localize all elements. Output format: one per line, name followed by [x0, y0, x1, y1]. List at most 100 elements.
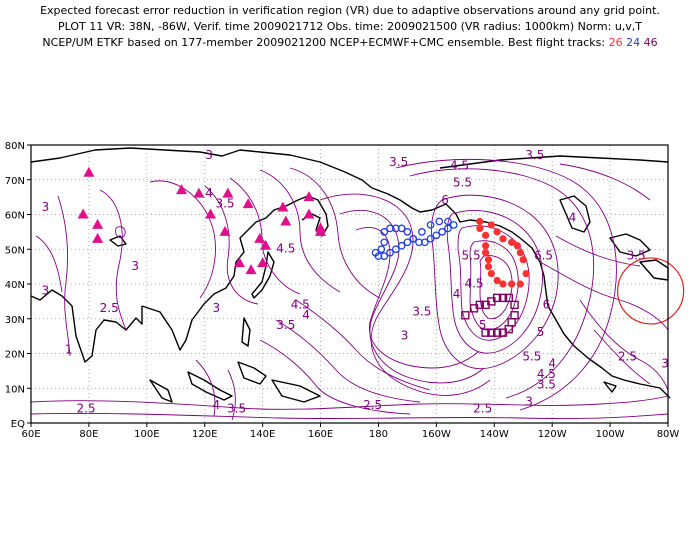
track-point-blue: [380, 238, 389, 247]
contour-label: 4: [453, 287, 461, 301]
contour-label: 3: [42, 283, 50, 297]
contour-label: 3: [661, 356, 669, 370]
contour-label: 2.5: [76, 402, 95, 416]
observation-triangle: [242, 198, 254, 209]
track-point-blue: [391, 245, 400, 254]
contour-label: 4: [302, 308, 310, 322]
contour-label: 4.5: [537, 367, 556, 381]
track-point-red: [476, 217, 484, 226]
track-point-blue: [371, 248, 380, 257]
track-point-purple: [498, 293, 508, 303]
contour-label: 6.5: [534, 249, 553, 263]
track-point-red: [487, 269, 495, 278]
contour-label: 4.5: [276, 242, 295, 256]
track-point-purple: [492, 293, 502, 303]
track-point-blue: [432, 231, 441, 240]
title-line-1: Expected forecast error reduction in ver…: [40, 4, 660, 17]
contour-label: 2.5: [473, 402, 492, 416]
x-tick-label: 60E: [21, 429, 40, 440]
title-line-3: NCEP/UM ETKF based on 177-member 2009021…: [0, 36, 700, 49]
x-axis-ticks: 60E 80E 100E 120E 140E 160E 180 160W 140W 120W 100…: [21, 423, 679, 440]
track-point-red: [508, 238, 516, 246]
track-label-blue: 24: [626, 36, 641, 49]
track-point-purple: [510, 311, 519, 320]
observation-triangle: [315, 225, 327, 236]
y-tick-label: 60N: [5, 211, 25, 222]
track-point-red: [481, 249, 490, 257]
contour-label: 2.5: [363, 398, 382, 412]
observation-triangle: [176, 184, 188, 195]
contour-label: 3: [205, 148, 213, 162]
track-point-blue: [449, 221, 458, 229]
track-point-blue: [386, 248, 394, 257]
contour-label: 3.5: [627, 249, 646, 263]
track-point-red: [516, 249, 524, 257]
track-point-blue: [420, 238, 429, 247]
track-point-blue: [444, 217, 452, 226]
vr-circle: [617, 257, 685, 325]
observation-triangle: [77, 208, 89, 219]
track-point-purple: [507, 318, 516, 327]
track-point-purple: [510, 300, 519, 310]
track-point-red: [513, 242, 522, 250]
track-point-red: [484, 256, 493, 264]
contour-label: 3: [42, 200, 50, 214]
track-point-blue: [397, 224, 406, 233]
track-point-red: [516, 280, 524, 288]
contour-label: 3: [525, 395, 533, 409]
track-point-red: [484, 263, 493, 271]
contour-label: 2.5: [618, 349, 637, 363]
contour-label: 3.5: [525, 148, 544, 162]
contour-label: 3: [401, 329, 409, 343]
title-line-2: PLOT 11 VR: 38N, -86W, Verif. time 20090…: [57, 20, 643, 33]
coastlines: [30, 147, 671, 403]
contour-label: 4.5: [450, 158, 469, 172]
contour-label: 3.5: [537, 377, 556, 391]
contour-label: 4: [212, 398, 220, 412]
contour-label: 4.5: [291, 297, 310, 311]
y-tick-label: 70N: [5, 176, 25, 187]
x-tick-label: 120W: [538, 429, 567, 440]
x-tick-label: 100W: [596, 429, 625, 440]
track-point-purple: [492, 328, 502, 337]
observation-triangle: [92, 218, 104, 229]
track-point-red: [499, 280, 507, 288]
track-point-blue: [418, 228, 426, 236]
observation-triangle: [222, 187, 234, 198]
track-point-blue: [397, 241, 406, 250]
contour-label: 4: [548, 356, 556, 370]
track-point-red: [508, 280, 516, 288]
track-point-purple: [461, 311, 470, 320]
y-tick-label: 40N: [5, 280, 25, 291]
contour-label: 3.5: [412, 304, 431, 318]
track-label-red: 26: [608, 36, 623, 49]
observation-triangle: [193, 187, 205, 198]
track-point-purple: [487, 328, 496, 337]
x-tick-label: 140W: [480, 429, 509, 440]
flight-track-red: [476, 217, 530, 288]
contour-label: 3.5: [227, 402, 246, 416]
observation-triangle: [245, 264, 257, 275]
observation-triangles: [77, 166, 327, 275]
observation-triangle: [303, 191, 315, 202]
contour-label: 5.5: [522, 349, 541, 363]
contour-label: 5: [479, 318, 487, 332]
track-point-blue: [435, 217, 444, 226]
contour-label: 5.5: [462, 249, 481, 263]
y-tick-label: 50N: [5, 245, 25, 256]
y-tick-label: 20N: [5, 350, 25, 361]
x-tick-label: 140E: [250, 429, 275, 440]
y-tick-label: 80N: [5, 141, 25, 152]
observation-triangle: [257, 257, 269, 268]
observation-triangle: [219, 225, 231, 236]
track-point-purple: [504, 293, 513, 303]
track-point-red: [487, 221, 495, 229]
track-label-purple: 46: [643, 36, 658, 49]
track-point-blue: [438, 228, 447, 236]
contour-lines: [30, 158, 669, 421]
track-point-red: [522, 269, 530, 278]
y-axis-ticks: EQ 10N 20N 30N 40N 50N 60N 70N 80N: [5, 141, 31, 430]
track-point-blue: [409, 234, 418, 243]
